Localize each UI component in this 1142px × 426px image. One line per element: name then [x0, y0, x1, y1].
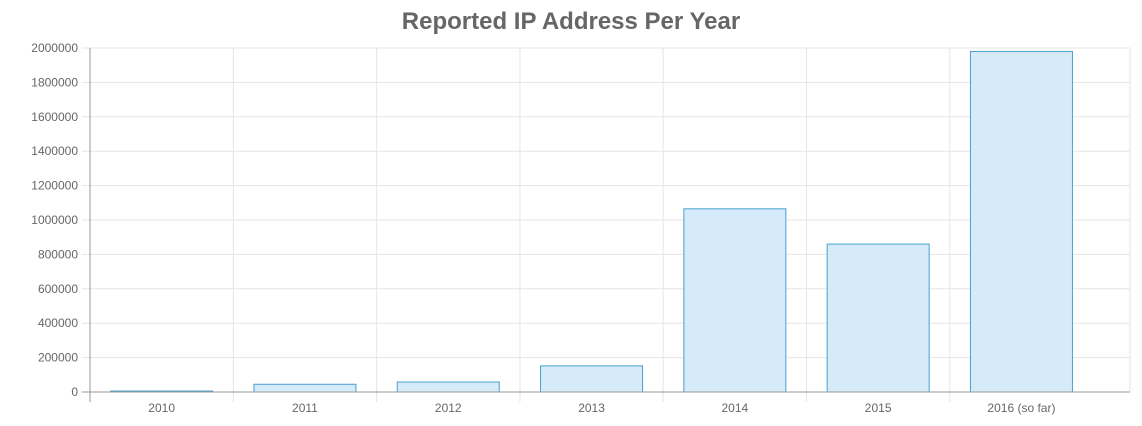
- y-tick-label: 1400000: [31, 144, 78, 158]
- y-tick-label: 1800000: [31, 75, 78, 89]
- y-tick-label: 2000000: [31, 41, 78, 55]
- y-tick-label: 1200000: [31, 179, 78, 193]
- bar-layer: [110, 50, 1073, 393]
- y-tick-label: 800000: [38, 247, 78, 261]
- bar-2014: [683, 208, 787, 393]
- x-tick-label: 2014: [721, 401, 748, 415]
- chart-title: Reported IP Address Per Year: [401, 8, 741, 35]
- bar-2013: [540, 365, 644, 393]
- x-tick-label: 2012: [435, 401, 462, 415]
- bar-2015: [826, 243, 930, 393]
- y-tick-label: 400000: [38, 316, 78, 330]
- x-tick-label: 2013: [578, 401, 605, 415]
- y-tick-label: 0: [71, 385, 78, 399]
- y-tick-label: 1600000: [31, 110, 78, 124]
- y-tick-label: 1000000: [31, 213, 78, 227]
- y-tick-label: 600000: [38, 282, 78, 296]
- x-tick-label: 2016 (so far): [987, 401, 1055, 415]
- y-tick-label: 200000: [38, 351, 78, 365]
- bar-2011: [253, 383, 357, 393]
- x-tick-label: 2015: [865, 401, 892, 415]
- bar-2012: [396, 381, 500, 393]
- x-tick-label: 2010: [148, 401, 175, 415]
- axis-layer: [82, 48, 1130, 402]
- label-layer: 0 200000 400000 600000 800000 1000000 1200000 1…: [31, 41, 1055, 415]
- x-tick-label: 2011: [292, 401, 318, 415]
- grid-layer: [82, 47, 1131, 402]
- bar-2016-so-far: [969, 50, 1073, 393]
